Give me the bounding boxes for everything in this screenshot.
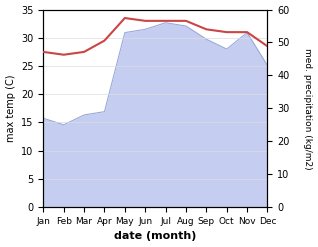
Y-axis label: med. precipitation (kg/m2): med. precipitation (kg/m2) xyxy=(303,48,313,169)
Y-axis label: max temp (C): max temp (C) xyxy=(5,75,16,142)
X-axis label: date (month): date (month) xyxy=(114,231,197,242)
